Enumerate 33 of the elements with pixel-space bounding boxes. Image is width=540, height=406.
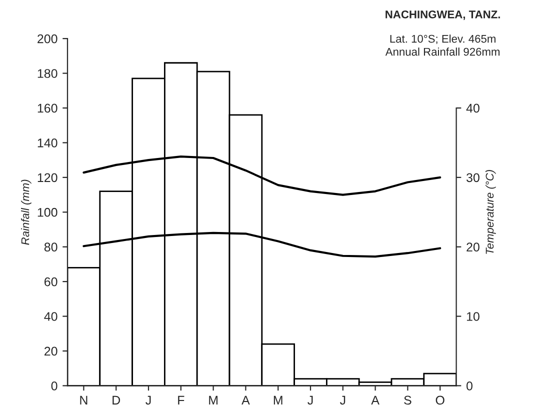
y-tick-label: 120	[38, 173, 58, 182]
y-tick-label: 60	[44, 277, 58, 286]
annotation: Lat. 10°S; Elev. 465m	[390, 34, 496, 44]
x-tick-label: A	[371, 396, 380, 404]
y-axis-title: Rainfall (mm)	[21, 180, 32, 245]
y-tick-label: 40	[44, 312, 58, 321]
y2-tick-label: 0	[466, 382, 472, 390]
y-tick-label: 100	[38, 208, 58, 217]
x-tick-label: O	[436, 396, 444, 405]
x-tick-label: M	[274, 396, 282, 404]
x-tick-label: N	[80, 396, 88, 404]
x-tick-label: F	[178, 396, 184, 404]
annotation: Annual Rainfall 926mm	[385, 48, 500, 56]
x-tick-label: S	[404, 396, 412, 405]
chart-title: NACHINGWEA, TANZ.	[386, 10, 500, 20]
y-tick-label: 140	[38, 138, 58, 148]
y2-tick-label: 40	[466, 104, 480, 113]
y-tick-label: 80	[44, 242, 58, 252]
y2-tick-label: 30	[466, 173, 480, 182]
y2-tick-label: 10	[466, 312, 480, 321]
y-tick-label: 20	[44, 346, 58, 356]
x-tick-label: J	[340, 396, 346, 405]
y2-tick-label: 20	[466, 242, 480, 252]
x-tick-label: A	[242, 396, 250, 404]
y-tick-label: 180	[38, 69, 58, 78]
y-tick-label: 200	[38, 34, 58, 44]
x-tick-label: J	[146, 396, 151, 405]
y2-axis-title: Temperature (°C)	[485, 170, 496, 254]
x-tick-label: J	[308, 396, 313, 405]
y-tick-label: 0	[51, 382, 58, 390]
x-tick-label: M	[209, 396, 218, 404]
x-tick-label: D	[112, 396, 120, 404]
y-tick-label: 160	[38, 104, 58, 113]
